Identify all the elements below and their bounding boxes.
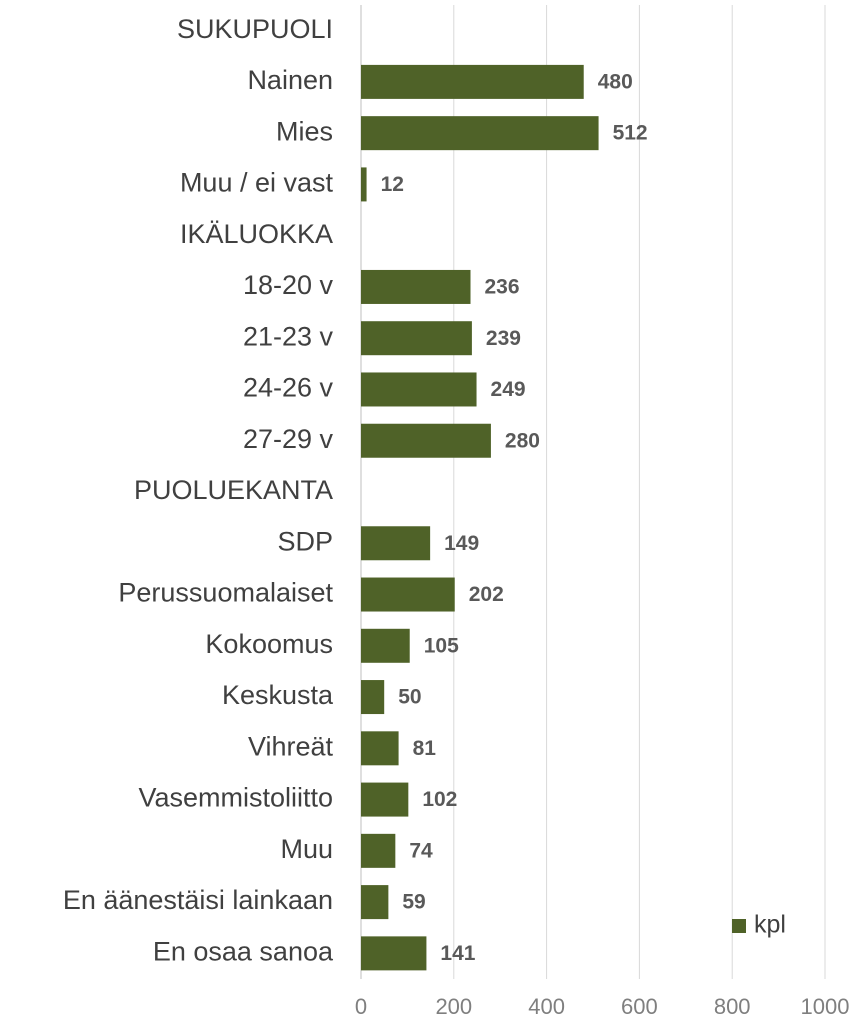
value-label: 105 bbox=[424, 634, 459, 657]
bar bbox=[361, 885, 389, 920]
x-tick-label: 800 bbox=[714, 994, 751, 1019]
bar bbox=[361, 321, 472, 356]
category-label: En äänestäisi lainkaan bbox=[63, 885, 333, 915]
bar bbox=[361, 936, 427, 971]
value-label: 102 bbox=[422, 788, 457, 811]
value-label: 149 bbox=[444, 532, 479, 555]
legend-label: kpl bbox=[754, 911, 786, 939]
x-tick-label: 400 bbox=[528, 994, 565, 1019]
value-label: 74 bbox=[409, 839, 433, 862]
category-label: IKÄLUOKKA bbox=[180, 219, 333, 249]
x-tick-label: 200 bbox=[435, 994, 472, 1019]
bar bbox=[361, 526, 431, 561]
bar bbox=[361, 116, 599, 151]
bar bbox=[361, 577, 455, 612]
category-label: Muu bbox=[280, 834, 333, 864]
category-label: Vihreät bbox=[248, 731, 334, 761]
legend-swatch bbox=[732, 919, 746, 933]
bar bbox=[361, 167, 367, 202]
category-label: Perussuomalaiset bbox=[118, 578, 333, 608]
bar bbox=[361, 64, 584, 99]
category-label: Nainen bbox=[247, 65, 333, 95]
value-label: 141 bbox=[440, 942, 475, 965]
category-label: SUKUPUOLI bbox=[177, 14, 333, 44]
bar bbox=[361, 628, 410, 663]
category-label: En osaa sanoa bbox=[153, 936, 334, 966]
value-label: 202 bbox=[469, 583, 504, 606]
value-label: 512 bbox=[613, 122, 648, 145]
value-label: 50 bbox=[398, 686, 421, 709]
value-label: 59 bbox=[402, 891, 425, 914]
value-label: 12 bbox=[381, 173, 404, 196]
bar bbox=[361, 782, 409, 817]
category-label: Keskusta bbox=[222, 680, 334, 710]
bar bbox=[361, 372, 477, 407]
value-label: 480 bbox=[598, 70, 633, 93]
value-label: 81 bbox=[413, 737, 437, 760]
value-label: 236 bbox=[485, 275, 520, 298]
category-label: 27-29 v bbox=[243, 424, 334, 454]
bar bbox=[361, 680, 385, 715]
category-label: Vasemmistoliitto bbox=[138, 783, 333, 813]
bar bbox=[361, 833, 396, 868]
bar bbox=[361, 731, 399, 766]
category-label: Mies bbox=[276, 116, 333, 146]
x-tick-label: 0 bbox=[355, 994, 367, 1019]
bar bbox=[361, 269, 471, 304]
category-label: PUOLUEKANTA bbox=[134, 475, 333, 505]
category-label: 24-26 v bbox=[243, 373, 334, 403]
value-label: 280 bbox=[505, 429, 540, 452]
bar bbox=[361, 423, 491, 458]
category-label: Kokoomus bbox=[205, 629, 333, 659]
value-label: 249 bbox=[491, 378, 526, 401]
category-label: Muu / ei vast bbox=[180, 168, 334, 198]
x-tick-label: 600 bbox=[621, 994, 658, 1019]
category-label: 21-23 v bbox=[243, 321, 334, 351]
value-label: 239 bbox=[486, 327, 521, 350]
category-label: 18-20 v bbox=[243, 270, 334, 300]
category-label: SDP bbox=[277, 526, 333, 556]
x-tick-label: 1000 bbox=[801, 994, 850, 1019]
